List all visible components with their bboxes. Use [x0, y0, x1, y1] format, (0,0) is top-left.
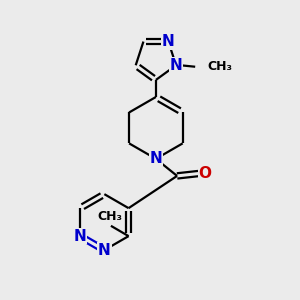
- Text: O: O: [198, 166, 211, 181]
- Text: CH₃: CH₃: [208, 60, 233, 73]
- Text: N: N: [74, 229, 86, 244]
- Text: N: N: [162, 34, 175, 49]
- Text: N: N: [170, 58, 182, 73]
- Text: N: N: [98, 243, 111, 258]
- Text: N: N: [149, 151, 162, 166]
- Text: CH₃: CH₃: [97, 211, 122, 224]
